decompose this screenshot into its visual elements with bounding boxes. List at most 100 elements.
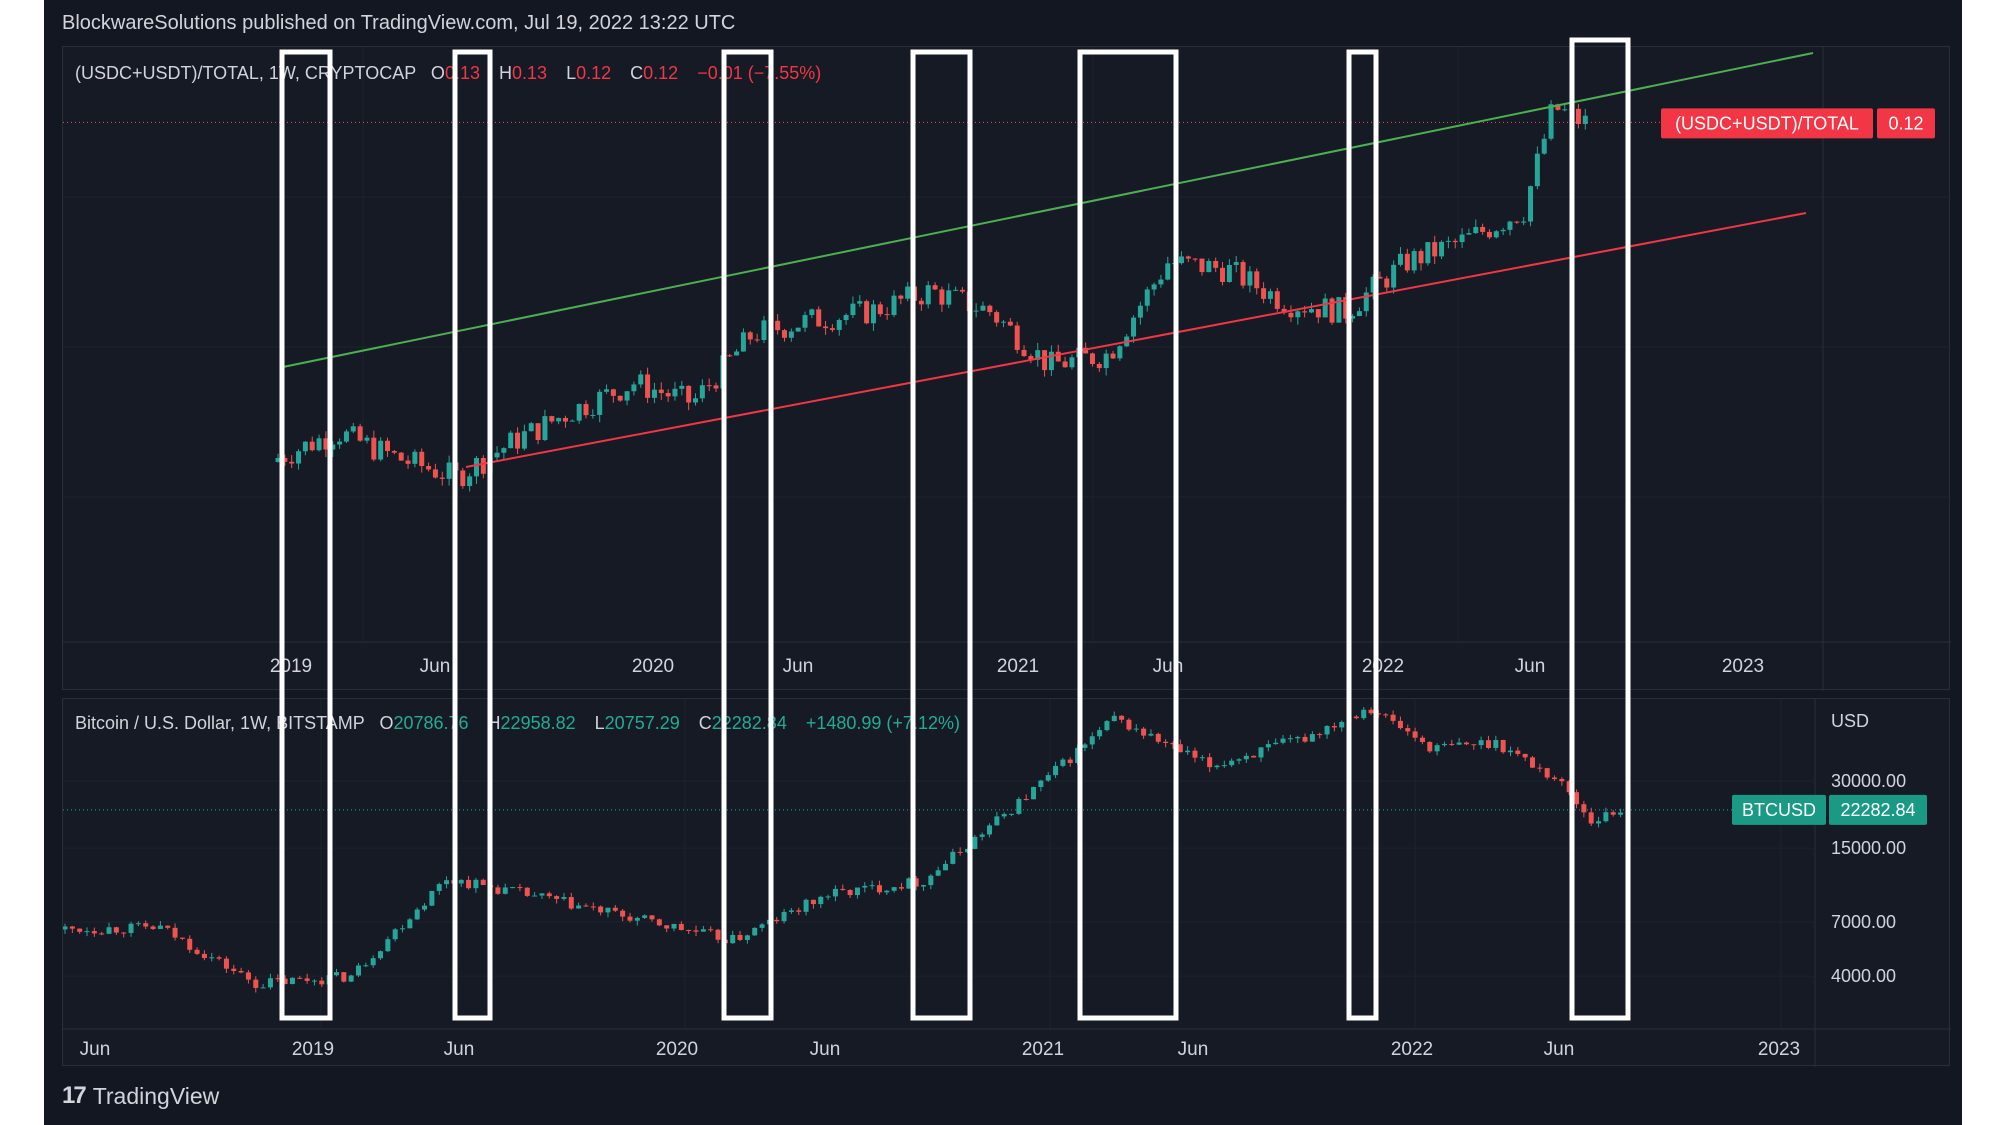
ratio-candle	[775, 320, 781, 331]
ratio-candle	[1548, 104, 1554, 139]
btc-candle	[1368, 709, 1374, 714]
ratio-candle	[426, 466, 432, 470]
ratio-candle	[1343, 297, 1349, 319]
btc-candle	[1353, 716, 1359, 719]
btc-candle	[253, 979, 259, 988]
btc-candle	[722, 939, 728, 944]
price-axis-label: 7000.00	[1831, 912, 1896, 932]
btc-chart-panel[interactable]: USD 30000.00 15000.00 7000.00 4000.00 Jun 2019…	[62, 698, 1951, 1067]
ratio-candle	[843, 315, 849, 321]
ratio-candle	[891, 295, 897, 316]
btc-candle	[1265, 744, 1271, 748]
ratio-chart-panel[interactable]: 2019 Jun 2020 Jun 2021 Jun 2022 Jun 2023 (USDC+US…	[62, 46, 1951, 691]
ratio-candle	[857, 301, 863, 304]
ratio-candle	[809, 309, 815, 316]
btc-candle	[1236, 759, 1242, 761]
ratio-candle	[1151, 284, 1157, 290]
btc-candle	[260, 987, 266, 989]
btc-candle	[1339, 721, 1345, 728]
ratio-candle	[939, 289, 945, 305]
btc-candle	[928, 875, 934, 886]
btc-candle	[1574, 792, 1580, 805]
ratio-candle	[1439, 241, 1445, 257]
btc-candle	[766, 919, 772, 925]
btc-candle	[715, 929, 721, 940]
btc-candle	[1530, 757, 1536, 768]
btc-candle	[1185, 750, 1191, 753]
price-axis-label: 15000.00	[1831, 838, 1906, 858]
btc-candle	[1566, 781, 1572, 793]
x-axis-label: Jun	[1515, 656, 1546, 677]
ratio-candle	[1411, 251, 1417, 271]
btc-candle	[238, 970, 244, 973]
ratio-candle	[747, 332, 753, 340]
btc-candle	[1493, 740, 1499, 748]
ratio-candle	[1144, 289, 1150, 306]
btc-candle	[744, 935, 750, 940]
ratio-candle	[1534, 153, 1540, 187]
ratio-candle	[1356, 311, 1362, 317]
ratio-candle	[877, 304, 883, 315]
ratio-candle	[343, 431, 349, 442]
ratio-candle	[925, 285, 931, 305]
btc-candle	[1126, 719, 1132, 730]
btc-close: 22282.84	[711, 713, 787, 733]
btc-candle	[1302, 736, 1308, 742]
ratio-candle	[1172, 263, 1178, 265]
btc-candle	[1596, 821, 1602, 824]
ratio-candle	[1418, 251, 1424, 264]
btc-candle	[803, 899, 809, 912]
ratio-candle	[1575, 108, 1581, 124]
btc-candle	[1089, 736, 1095, 745]
x-axis-label: Jun	[420, 656, 451, 677]
btc-candle	[1287, 738, 1293, 740]
tradingview-brand[interactable]: 17 TradingView	[62, 1082, 219, 1110]
ratio-candle	[720, 355, 726, 389]
btc-candle	[979, 834, 985, 837]
btc-candle	[554, 896, 560, 899]
ratio-symbol: (USDC+USDT)/TOTAL, 1W, CRYPTOCAP	[75, 63, 416, 83]
btc-candle	[664, 925, 670, 929]
ratio-candle	[569, 420, 575, 422]
ratio-candle	[1233, 262, 1239, 265]
btc-candle	[407, 919, 413, 929]
ratio-candle	[1007, 321, 1013, 326]
ratio-candle	[1048, 351, 1054, 371]
ratio-candle	[508, 432, 514, 449]
btc-candles	[63, 707, 1624, 993]
btc-candle	[898, 887, 904, 889]
ratio-chart-svg[interactable]: 2019 Jun 2020 Jun 2021 Jun 2022 Jun 2023 (USDC+US…	[63, 47, 1951, 691]
btc-candle	[810, 899, 816, 905]
ratio-candle	[1302, 311, 1308, 313]
btc-candle	[781, 911, 787, 922]
btc-candle	[862, 885, 868, 888]
btc-candle	[678, 923, 684, 931]
ratio-candle	[706, 385, 712, 387]
btc-candle	[649, 915, 655, 920]
btc-candle	[1361, 709, 1367, 719]
btc-candle	[297, 977, 303, 979]
btc-candle	[63, 926, 68, 930]
x-axis-label: Jun	[1178, 1039, 1209, 1060]
ratio-high: 0.13	[512, 63, 548, 83]
ratio-candle	[1425, 242, 1431, 264]
ratio-candle	[1459, 234, 1465, 243]
btc-candle	[884, 890, 890, 893]
ratio-candle	[1240, 262, 1246, 286]
x-axis-label: 2022	[1391, 1039, 1433, 1060]
ratio-candle	[953, 289, 959, 291]
ratio-candle	[357, 426, 363, 441]
ratio-candle	[665, 392, 671, 397]
btc-candle	[642, 915, 648, 918]
btc-chart-svg[interactable]: USD 30000.00 15000.00 7000.00 4000.00 Jun 2019…	[63, 699, 1951, 1067]
btc-candle	[568, 897, 574, 909]
ratio-name-tag	[1661, 108, 1873, 139]
ratio-candle	[761, 320, 767, 341]
ratio-candle	[1404, 253, 1410, 271]
btc-candle	[99, 933, 105, 935]
btc-candle	[1097, 730, 1103, 737]
x-axis-label: 2023	[1722, 656, 1764, 677]
btc-candle	[143, 923, 149, 927]
ratio-candle	[1267, 291, 1273, 299]
btc-candle	[943, 863, 949, 871]
